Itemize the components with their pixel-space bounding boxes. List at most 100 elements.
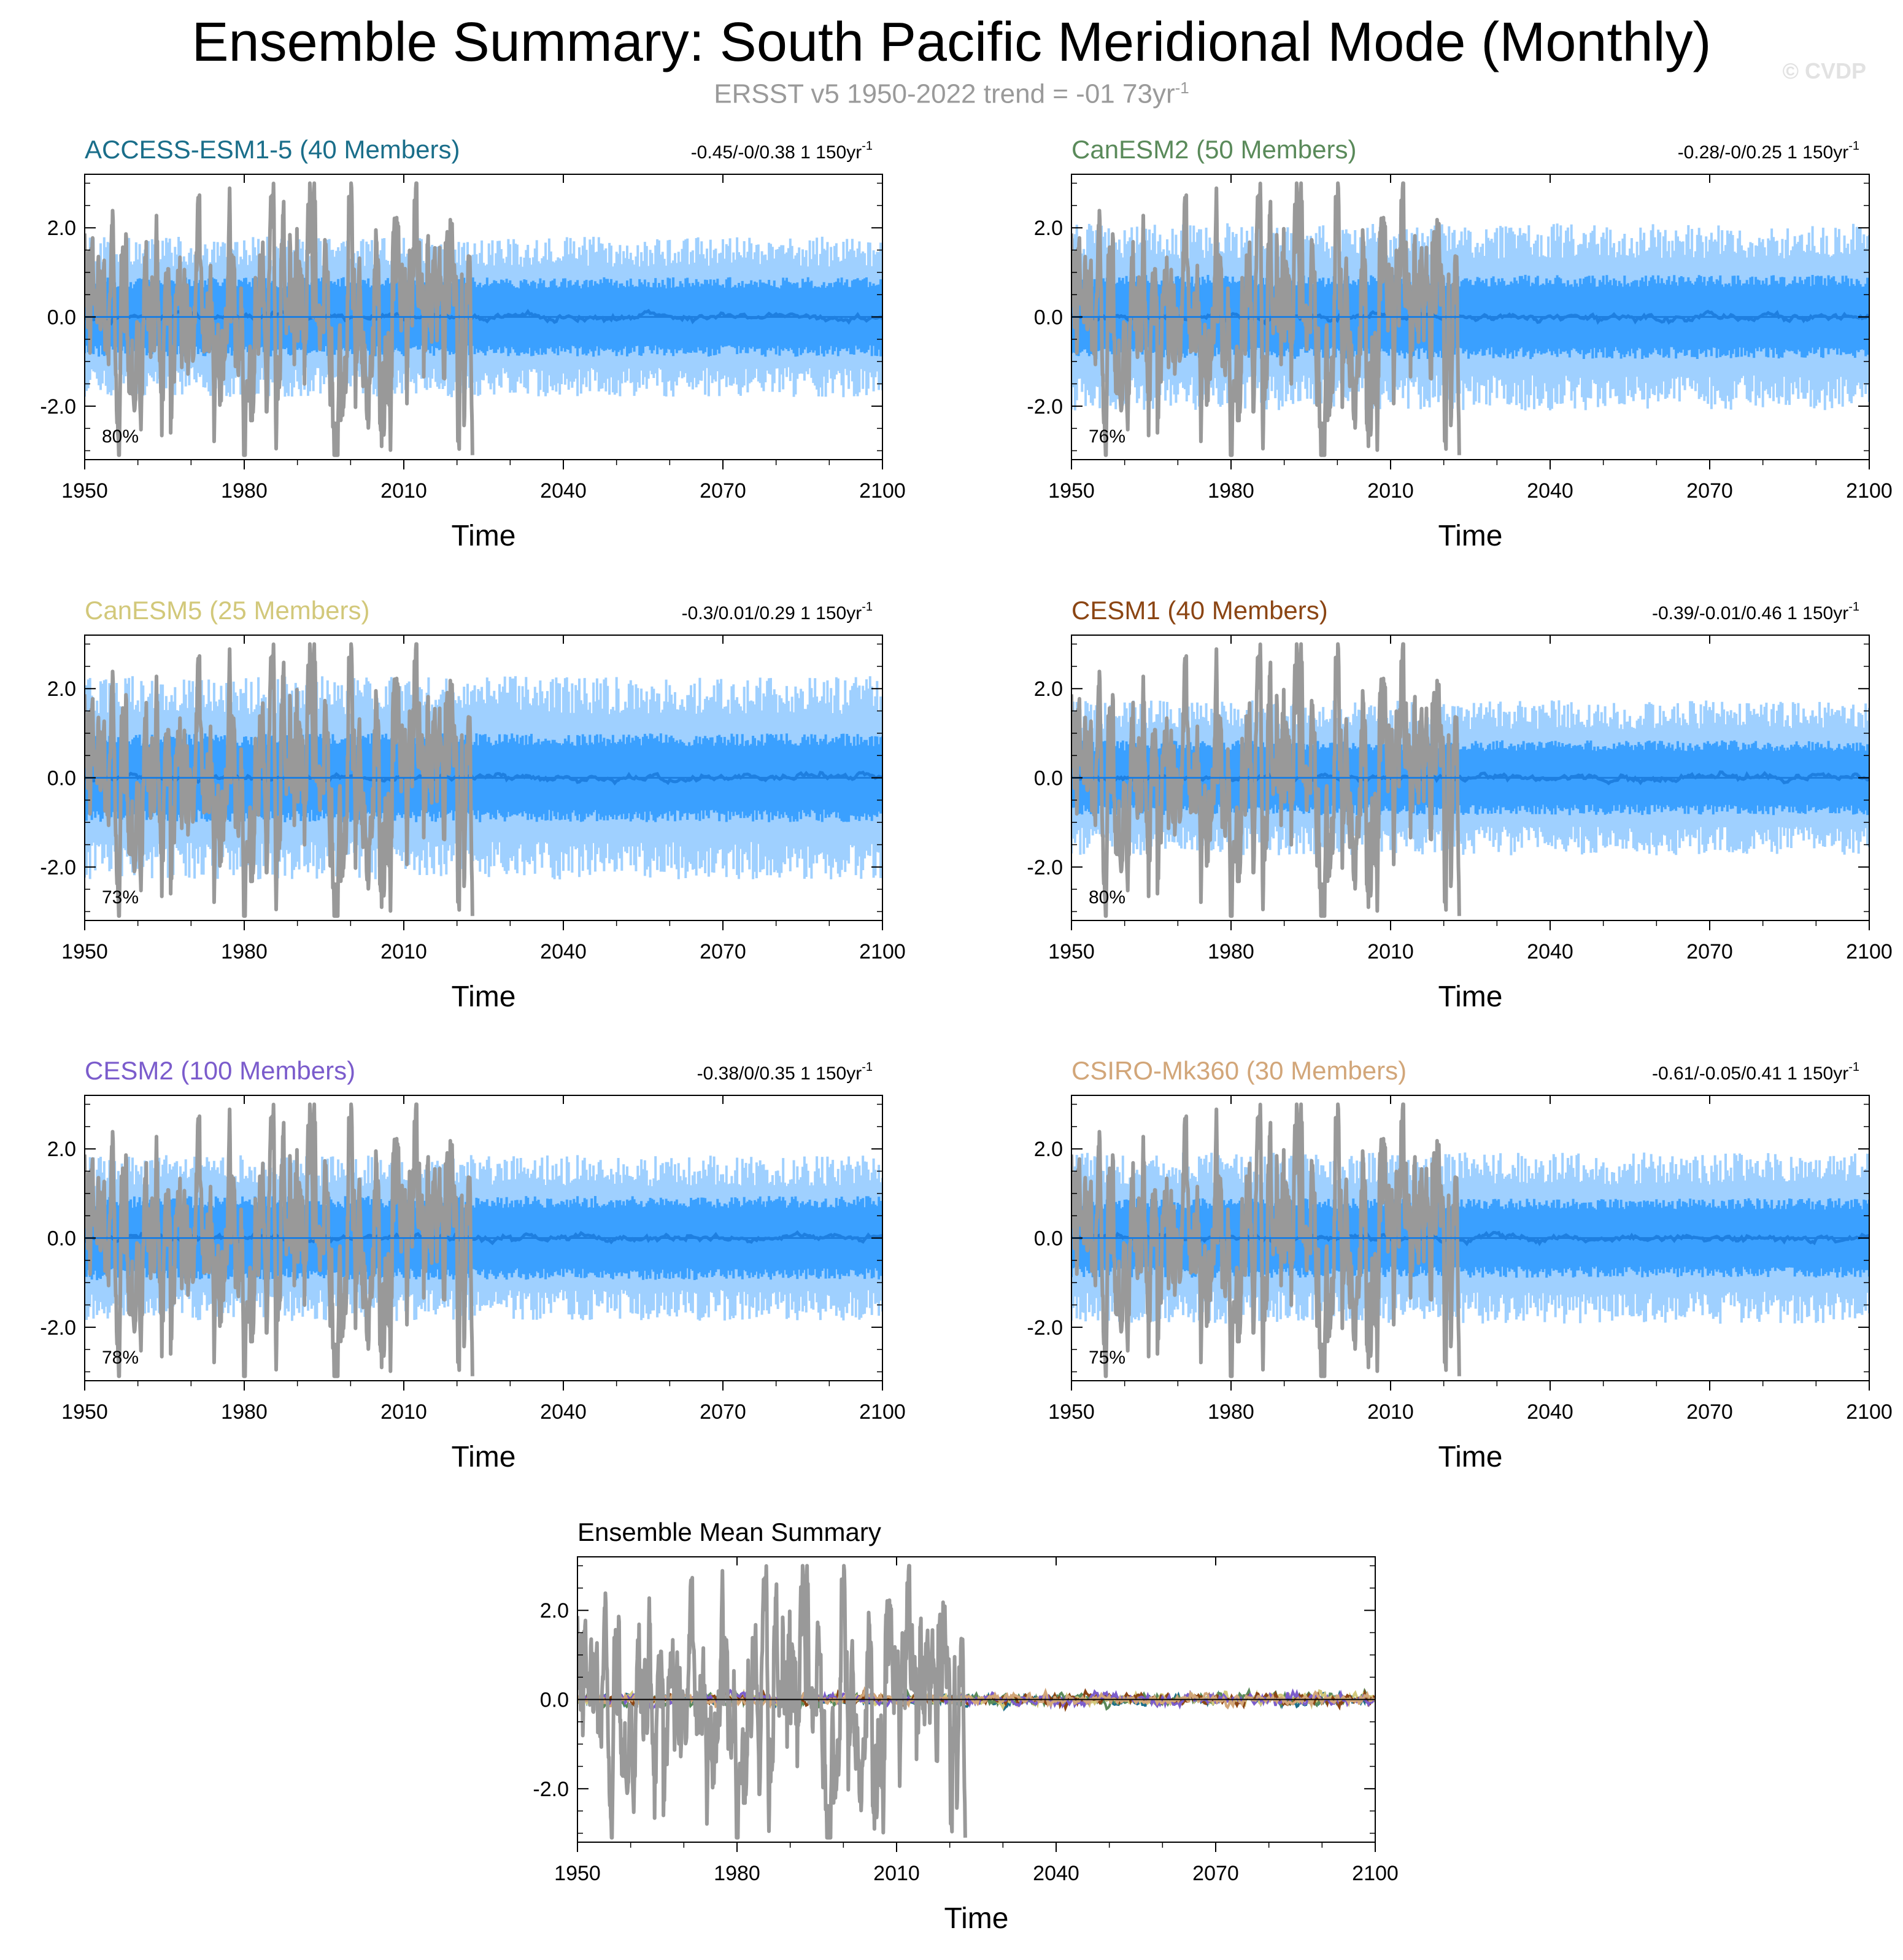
plot-area bbox=[85, 181, 882, 457]
panel-title: CESM2 (100 Members) bbox=[85, 1056, 355, 1085]
x-tick-label: 1980 bbox=[221, 1400, 268, 1424]
y-tick-label: -2.0 bbox=[1027, 1316, 1063, 1340]
panel-stats-superscript: -1 bbox=[1848, 600, 1859, 614]
x-tick-label: 1980 bbox=[1208, 1400, 1254, 1424]
panel-title: CanESM2 (50 Members) bbox=[1071, 135, 1356, 164]
plot-area bbox=[1071, 181, 1869, 457]
x-tick-label: 1950 bbox=[1048, 940, 1095, 963]
y-tick-label: 0.0 bbox=[1034, 1227, 1063, 1251]
panel-stats: -0.39/-0.01/0.46 1 150yr-1 bbox=[1652, 600, 1859, 623]
subtitle-text: ERSST v5 1950-2022 trend = -01 73yr bbox=[714, 79, 1175, 109]
y-tick-label: 2.0 bbox=[47, 1138, 76, 1161]
x-tick-label: 2040 bbox=[1527, 479, 1573, 503]
x-tick-label: 2040 bbox=[540, 940, 587, 963]
x-tick-label: 2040 bbox=[540, 479, 587, 503]
y-tick-label: 0.0 bbox=[1034, 767, 1063, 790]
plot-area bbox=[85, 642, 882, 918]
x-axis-label: Time bbox=[452, 520, 516, 552]
panel-title: ACCESS-ESM1-5 (40 Members) bbox=[85, 135, 460, 164]
panel-percent: 73% bbox=[102, 887, 139, 908]
x-tick-label: 2070 bbox=[1686, 940, 1733, 963]
observed-line bbox=[85, 642, 474, 918]
x-axis-label: Time bbox=[944, 1902, 1009, 1935]
x-tick-label: 1950 bbox=[1048, 479, 1095, 503]
panel-title: CanESM5 (25 Members) bbox=[85, 596, 369, 625]
panel-percent: 80% bbox=[1089, 887, 1125, 908]
x-tick-label: 1950 bbox=[554, 1862, 601, 1885]
y-tick-label: 0.0 bbox=[47, 1227, 76, 1251]
panel-stats: -0.28/-0/0.25 1 150yr-1 bbox=[1678, 139, 1859, 163]
panel-stats-superscript: -1 bbox=[862, 600, 873, 614]
x-tick-label: 1980 bbox=[1208, 479, 1254, 503]
panel-stats: -0.45/-0/0.38 1 150yr-1 bbox=[691, 139, 873, 163]
ensemble-mean-line bbox=[1071, 1230, 1869, 1246]
x-tick-label: 2040 bbox=[1527, 940, 1573, 963]
panel-percent: 75% bbox=[1089, 1348, 1125, 1368]
x-tick-label: 2070 bbox=[700, 1400, 746, 1424]
panel-percent: 76% bbox=[1089, 426, 1125, 447]
plot-area bbox=[1071, 1102, 1869, 1378]
x-tick-label: 2010 bbox=[873, 1862, 920, 1885]
x-tick-label: 1980 bbox=[714, 1862, 760, 1885]
panel-stats-text: -0.3/0.01/0.29 1 150yr bbox=[682, 603, 862, 623]
panel-7: 2.0 0.0 -2.0 1950 1980 2010 2040 2070 2100 Time En… bbox=[533, 1518, 1398, 1935]
x-tick-label: 2070 bbox=[1192, 1862, 1239, 1885]
x-tick-label: 2010 bbox=[380, 940, 427, 963]
x-tick-label: 1980 bbox=[221, 940, 268, 963]
panel-percent: 80% bbox=[102, 426, 139, 447]
panel-1: 2.0 0.0 -2.0 1950 1980 2010 2040 2070 2100 Time AC… bbox=[40, 135, 905, 552]
y-tick-label: 2.0 bbox=[1034, 1138, 1063, 1161]
x-tick-label: 2070 bbox=[1686, 1400, 1733, 1424]
x-tick-label: 2010 bbox=[380, 1400, 427, 1424]
x-axis-label: Time bbox=[1438, 520, 1503, 552]
x-axis-label: Time bbox=[1438, 1441, 1503, 1473]
y-tick-label: -2.0 bbox=[533, 1778, 569, 1801]
panel-stats-text: -0.61/-0.05/0.41 1 150yr bbox=[1652, 1063, 1848, 1084]
y-tick-label: 2.0 bbox=[540, 1599, 569, 1622]
x-tick-label: 2070 bbox=[700, 479, 746, 503]
x-tick-label: 2100 bbox=[1846, 479, 1893, 503]
panel-stats: -0.38/0/0.35 1 150yr-1 bbox=[697, 1060, 873, 1084]
watermark: © CVDP bbox=[1782, 58, 1866, 83]
x-tick-label: 2040 bbox=[540, 1400, 587, 1424]
x-tick-label: 2100 bbox=[1846, 940, 1893, 963]
x-tick-label: 1950 bbox=[1048, 1400, 1095, 1424]
subtitle-superscript: -1 bbox=[1175, 79, 1189, 97]
y-tick-label: 2.0 bbox=[47, 677, 76, 701]
page-title: Ensemble Summary: South Pacific Meridion… bbox=[191, 12, 1712, 73]
x-tick-label: 2070 bbox=[1686, 479, 1733, 503]
x-tick-label: 2100 bbox=[1846, 1400, 1893, 1424]
y-tick-label: 2.0 bbox=[47, 217, 76, 240]
plot-area bbox=[85, 1102, 882, 1378]
x-tick-label: 1950 bbox=[61, 940, 108, 963]
panel-stats-superscript: -1 bbox=[862, 1060, 873, 1074]
panel-stats-text: -0.38/0/0.35 1 150yr bbox=[697, 1063, 862, 1084]
x-tick-label: 2100 bbox=[859, 940, 906, 963]
observed-line bbox=[577, 1564, 967, 1840]
panel-title: CSIRO-Mk360 (30 Members) bbox=[1071, 1056, 1407, 1085]
y-tick-label: 2.0 bbox=[1034, 677, 1063, 701]
y-tick-label: 0.0 bbox=[1034, 306, 1063, 330]
panel-6: 2.0 0.0 -2.0 1950 1980 2010 2040 2070 2100 Time CS… bbox=[1027, 1056, 1892, 1473]
panel-stats-text: -0.39/-0.01/0.46 1 150yr bbox=[1652, 603, 1848, 623]
panel-title: Ensemble Mean Summary bbox=[577, 1518, 881, 1546]
x-tick-label: 2100 bbox=[859, 1400, 906, 1424]
y-tick-label: -2.0 bbox=[1027, 856, 1063, 879]
x-tick-label: 2010 bbox=[1367, 479, 1414, 503]
y-tick-label: 0.0 bbox=[47, 767, 76, 790]
x-tick-label: 2070 bbox=[700, 940, 746, 963]
panel-stats-text: -0.45/-0/0.38 1 150yr bbox=[691, 142, 862, 163]
plot-area bbox=[1071, 642, 1869, 918]
panel-stats-superscript: -1 bbox=[862, 139, 873, 153]
panel-percent: 78% bbox=[102, 1348, 139, 1368]
y-tick-label: -2.0 bbox=[40, 395, 76, 419]
panel-stats-text: -0.28/-0/0.25 1 150yr bbox=[1678, 142, 1849, 163]
y-tick-label: -2.0 bbox=[40, 856, 76, 879]
observed-line bbox=[85, 181, 474, 457]
y-tick-label: 2.0 bbox=[1034, 217, 1063, 240]
panel-title: CESM1 (40 Members) bbox=[1071, 596, 1328, 625]
x-tick-label: 2010 bbox=[1367, 1400, 1414, 1424]
observed-line bbox=[1071, 1102, 1461, 1378]
y-tick-label: 0.0 bbox=[47, 306, 76, 330]
